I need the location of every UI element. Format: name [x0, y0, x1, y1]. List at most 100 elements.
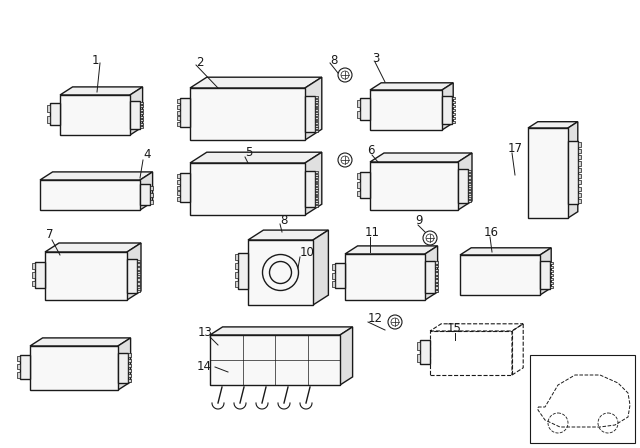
Bar [315, 120, 318, 121]
Bar [315, 171, 318, 173]
Polygon shape [370, 162, 458, 210]
Bar [568, 142, 578, 204]
Polygon shape [528, 122, 578, 128]
Bar [315, 101, 318, 103]
Text: 13: 13 [198, 326, 213, 339]
Bar [435, 290, 438, 293]
Bar [530, 355, 635, 443]
Bar [315, 96, 318, 98]
Bar [435, 283, 438, 285]
Polygon shape [425, 246, 438, 300]
Bar [578, 186, 581, 191]
Bar [578, 180, 581, 185]
Polygon shape [568, 122, 578, 218]
Bar [578, 142, 581, 146]
Polygon shape [370, 153, 472, 162]
Polygon shape [127, 243, 141, 300]
Bar [357, 99, 360, 107]
Bar [315, 200, 318, 202]
Polygon shape [190, 152, 322, 163]
Bar [435, 286, 438, 289]
Bar [130, 101, 140, 129]
Bar [468, 183, 471, 185]
Text: 14: 14 [197, 359, 212, 372]
Bar [128, 369, 131, 372]
Bar [177, 111, 180, 115]
Text: 6: 6 [367, 143, 374, 156]
Bar [468, 186, 471, 189]
Polygon shape [540, 248, 551, 295]
Bar [435, 276, 438, 278]
Bar [137, 286, 140, 289]
Bar [177, 122, 180, 126]
Bar [315, 192, 318, 194]
Bar [32, 280, 35, 286]
Polygon shape [442, 83, 453, 130]
Bar [452, 101, 455, 103]
Bar [435, 269, 438, 271]
Text: 2: 2 [196, 56, 204, 69]
Bar [150, 185, 153, 190]
Bar [420, 340, 430, 364]
Polygon shape [458, 153, 472, 210]
Bar [468, 170, 471, 172]
Bar [17, 364, 20, 370]
Polygon shape [313, 230, 328, 305]
Bar [180, 99, 190, 127]
Text: 9: 9 [415, 214, 422, 227]
Polygon shape [460, 255, 540, 295]
Text: 11: 11 [365, 225, 380, 238]
Bar [357, 182, 360, 188]
Bar [32, 263, 35, 269]
Polygon shape [248, 230, 328, 240]
Polygon shape [190, 77, 322, 88]
Polygon shape [45, 252, 127, 300]
Bar [32, 272, 35, 278]
Bar [315, 190, 318, 191]
Bar [128, 353, 131, 357]
Bar [315, 184, 318, 186]
Bar [315, 109, 318, 111]
Bar [17, 372, 20, 378]
Bar [468, 177, 471, 179]
Polygon shape [118, 338, 131, 390]
Bar [180, 173, 190, 202]
Bar [315, 174, 318, 176]
Polygon shape [130, 87, 143, 135]
Bar [425, 261, 435, 293]
Polygon shape [370, 83, 453, 90]
Bar [435, 262, 438, 264]
Bar [137, 271, 140, 273]
Bar [332, 264, 335, 270]
Polygon shape [30, 338, 131, 346]
Bar [315, 187, 318, 189]
Text: 4: 4 [143, 148, 150, 161]
Bar [315, 107, 318, 108]
Bar [578, 168, 581, 172]
Bar [140, 119, 143, 121]
Polygon shape [210, 335, 340, 385]
Bar [35, 262, 45, 288]
Text: 17: 17 [508, 142, 523, 155]
Bar [452, 97, 455, 99]
Polygon shape [40, 180, 140, 210]
Bar [47, 116, 50, 123]
Polygon shape [40, 172, 152, 180]
Bar [578, 149, 581, 153]
Bar [128, 379, 131, 383]
Polygon shape [248, 240, 313, 305]
Bar [550, 266, 553, 268]
Bar [315, 104, 318, 106]
Polygon shape [460, 248, 551, 255]
Polygon shape [60, 95, 130, 135]
Bar [140, 185, 150, 206]
Bar [550, 274, 553, 276]
Bar [332, 273, 335, 279]
Text: 5: 5 [245, 146, 252, 159]
Bar [315, 130, 318, 132]
Bar [452, 112, 455, 115]
Bar [357, 173, 360, 179]
Polygon shape [528, 128, 568, 218]
Bar [452, 116, 455, 119]
Bar [140, 105, 143, 108]
